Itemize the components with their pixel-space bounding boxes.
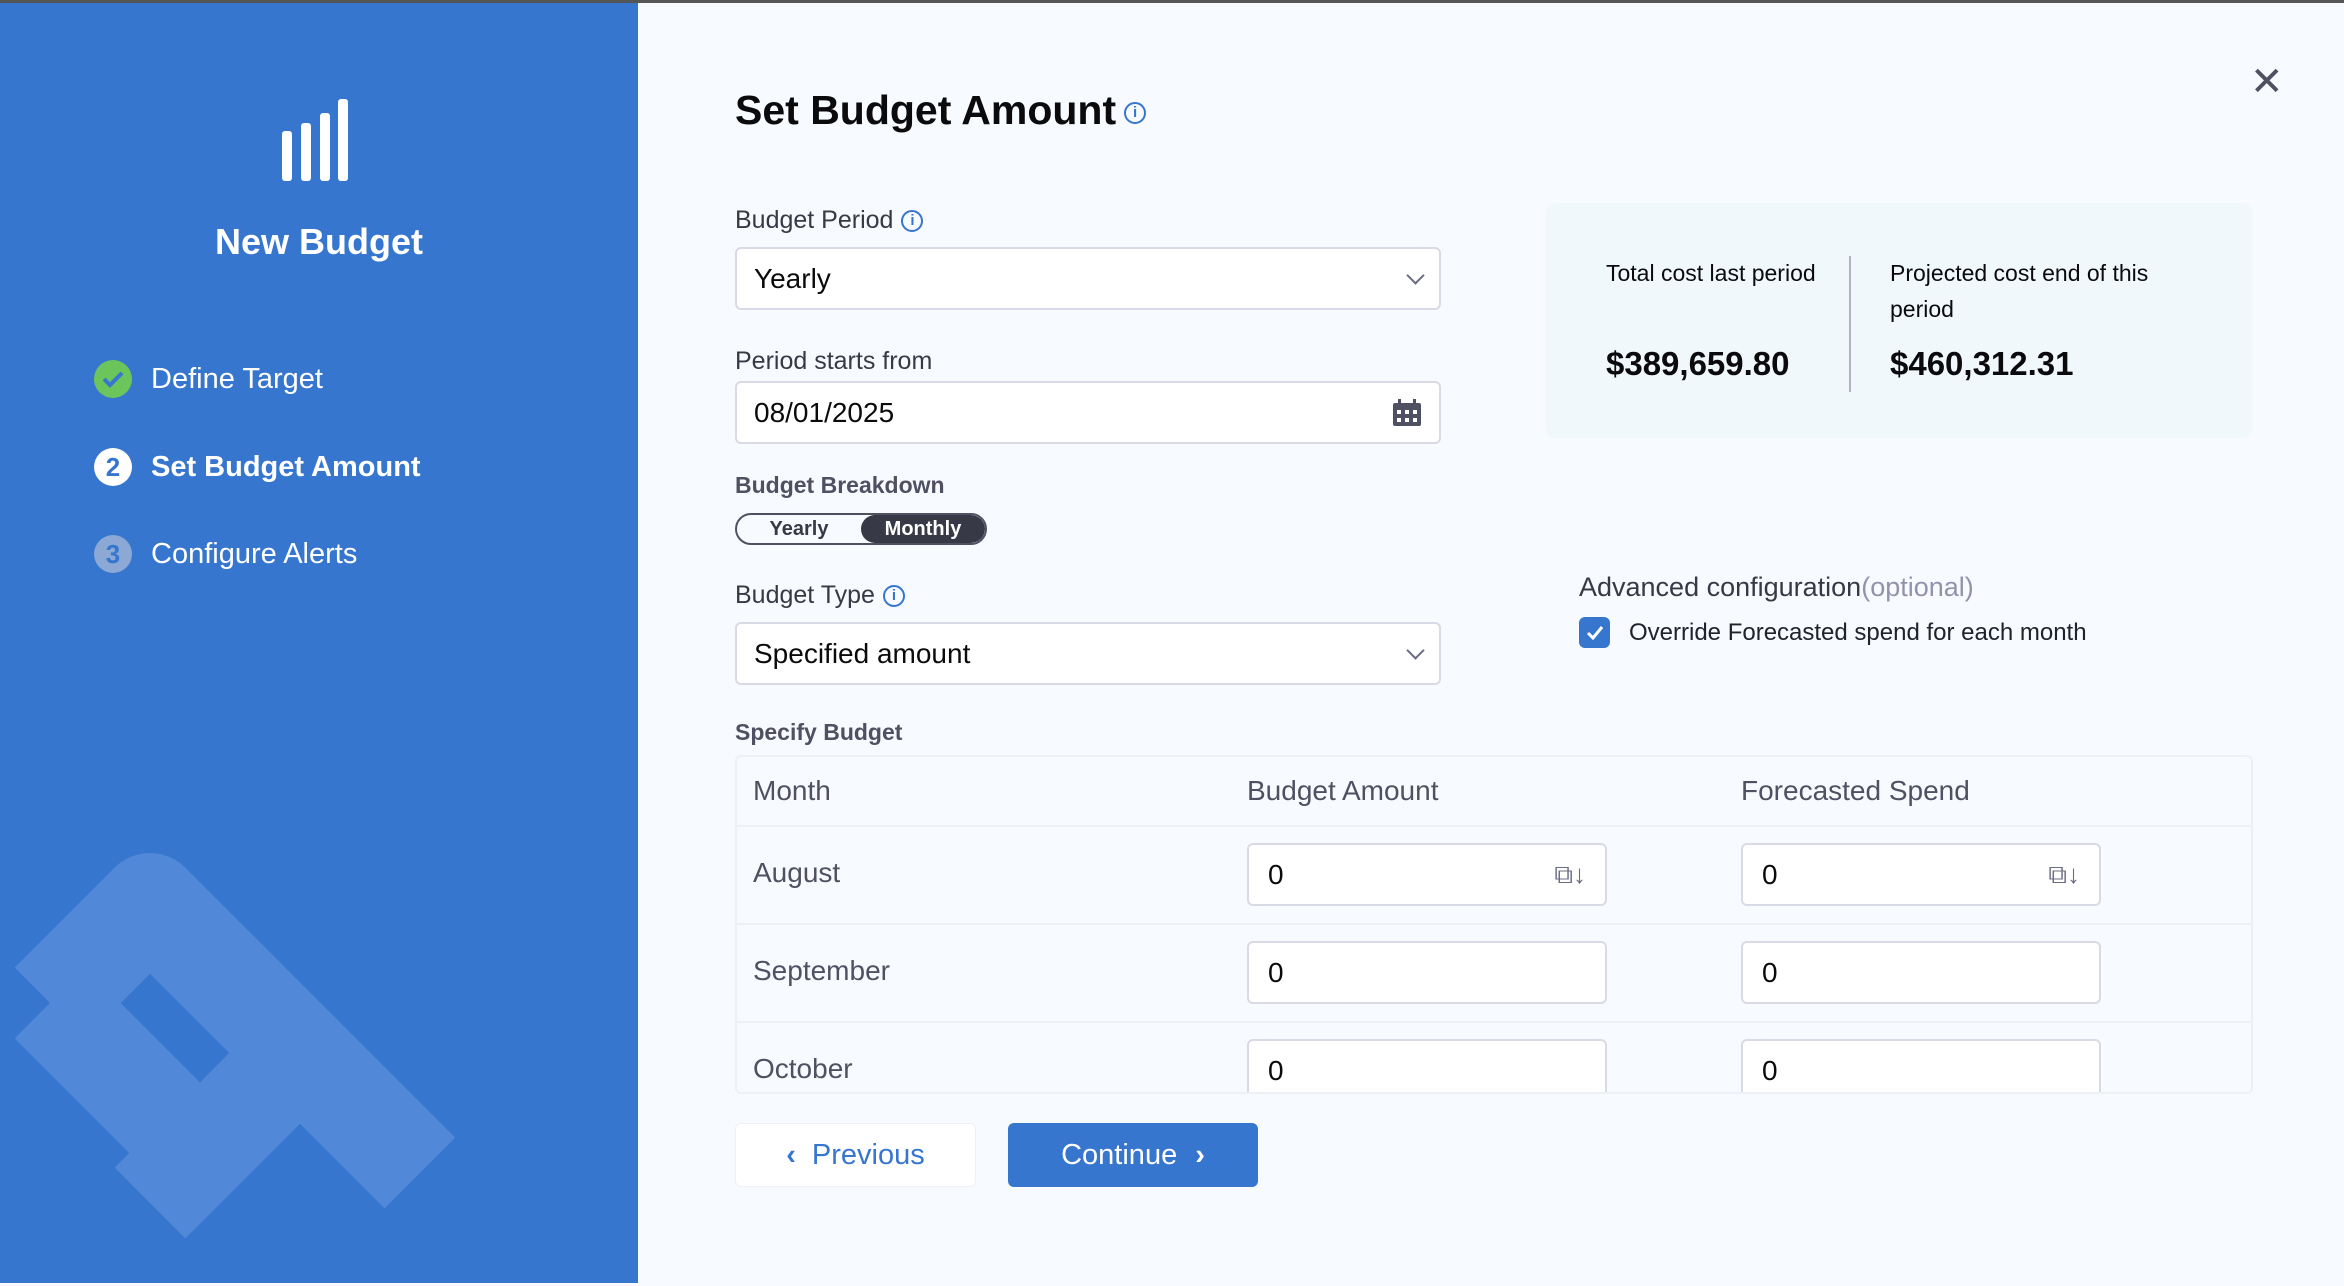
budget-type-label: Budget Type i (735, 581, 905, 610)
info-icon[interactable]: i (901, 210, 924, 233)
budget-amount-input[interactable]: 0 (1247, 1039, 1607, 1092)
checkbox-label: Override Forecasted spend for each month (1629, 618, 2087, 646)
previous-button[interactable]: ‹ Previous (735, 1123, 976, 1187)
toggle-yearly[interactable]: Yearly (769, 517, 829, 540)
projected-label: Projected cost end of this period (1890, 260, 2149, 322)
budget-period-label: Budget Period i (735, 206, 924, 235)
harness-watermark-icon (14, 853, 456, 1239)
step-number: 2 (94, 448, 132, 486)
monthly-budget-table: Month Budget Amount Forecasted Spend Aug… (735, 755, 2253, 1094)
budget-period-select[interactable]: Yearly (735, 247, 1441, 310)
label-text: Budget Period (735, 206, 894, 234)
forecasted-spend-input[interactable]: 0 ⧉↓ (1741, 843, 2101, 906)
label-text: Advanced configuration (1579, 572, 1862, 602)
copy-down-icon[interactable]: ⧉↓ (2048, 858, 2080, 889)
header-forecasted-spend: Forecasted Spend (1741, 775, 1970, 806)
step-label: Set Budget Amount (151, 450, 421, 483)
label-text: Budget Type (735, 581, 875, 609)
continue-button[interactable]: Continue › (1008, 1123, 1258, 1187)
table-row: October 0 0 (737, 1023, 2251, 1092)
chevron-down-icon (1406, 641, 1425, 660)
header-budget-amount: Budget Amount (1247, 775, 1439, 806)
page-title: Set Budget Amount i (735, 87, 1147, 134)
select-value: Specified amount (754, 637, 971, 669)
override-forecast-checkbox[interactable]: Override Forecasted spend for each month (1579, 617, 2087, 648)
wizard-sidebar: New Budget Define Target 2 Set Budget Am… (0, 3, 638, 1283)
last-period-label: Total cost last period (1606, 260, 1816, 286)
step-label: Define Target (151, 362, 323, 395)
budget-type-select[interactable]: Specified amount (735, 622, 1441, 685)
budget-breakdown-toggle[interactable]: Yearly Monthly (735, 513, 987, 545)
specify-budget-label: Specify Budget (735, 719, 903, 745)
month-cell: October (753, 1053, 853, 1084)
checkbox-checked-icon[interactable] (1579, 617, 1610, 648)
toggle-monthly[interactable]: Monthly (861, 515, 985, 543)
forecasted-spend-input[interactable]: 0 (1741, 1039, 2101, 1092)
date-value: 08/01/2025 (754, 396, 895, 428)
close-icon[interactable]: ✕ (2250, 60, 2284, 104)
step-define-target[interactable]: Define Target (94, 360, 323, 398)
page-title-text: Set Budget Amount (735, 87, 1117, 133)
step-configure-alerts[interactable]: 3 Configure Alerts (94, 535, 357, 573)
month-cell: September (753, 955, 890, 986)
budget-bars-icon (282, 99, 348, 181)
info-icon[interactable]: i (1124, 102, 1147, 125)
table-row: September 0 0 (737, 925, 2251, 1023)
step-set-budget-amount[interactable]: 2 Set Budget Amount (94, 448, 421, 486)
table-row: August 0 ⧉↓ 0 ⧉↓ (737, 827, 2251, 925)
forecasted-spend-input[interactable]: 0 (1741, 941, 2101, 1004)
chevron-down-icon (1406, 266, 1425, 285)
select-value: Yearly (754, 262, 831, 294)
step-label: Configure Alerts (151, 537, 358, 570)
projected-value: $460,312.31 (1890, 345, 2074, 382)
button-label: Previous (811, 1138, 925, 1171)
main-panel: ✕ Set Budget Amount i Budget Period i Year… (638, 3, 2344, 1283)
last-period-value: $389,659.80 (1606, 345, 1790, 382)
month-cell: August (753, 857, 841, 888)
budget-amount-input[interactable]: 0 (1247, 941, 1607, 1004)
info-icon[interactable]: i (882, 585, 905, 608)
period-start-label: Period starts from (735, 347, 933, 375)
step-number: 3 (94, 535, 132, 573)
input-value: 0 (1762, 858, 1778, 890)
period-start-input[interactable]: 08/01/2025 (735, 381, 1441, 444)
divider (1849, 256, 1851, 392)
copy-down-icon[interactable]: ⧉↓ (1554, 858, 1586, 889)
check-circle-icon (94, 360, 132, 398)
sidebar-title: New Budget (214, 221, 423, 262)
chevron-right-icon: › (1195, 1138, 1205, 1171)
header-month: Month (753, 775, 831, 806)
button-label: Continue (1061, 1138, 1178, 1171)
advanced-config-label: Advanced configuration(optional) (1579, 572, 1974, 603)
chevron-left-icon: ‹ (786, 1138, 796, 1171)
window-top-border (0, 0, 2344, 3)
cost-summary-card: Total cost last period $389,659.80 Proje… (1546, 203, 2253, 438)
input-value: 0 (1268, 858, 1284, 890)
calendar-icon[interactable] (1392, 398, 1422, 427)
optional-text: (optional) (1861, 572, 1974, 602)
table-header: Month Budget Amount Forecasted Spend (737, 757, 2251, 827)
budget-amount-input[interactable]: 0 ⧉↓ (1247, 843, 1607, 906)
budget-breakdown-label: Budget Breakdown (735, 472, 945, 498)
